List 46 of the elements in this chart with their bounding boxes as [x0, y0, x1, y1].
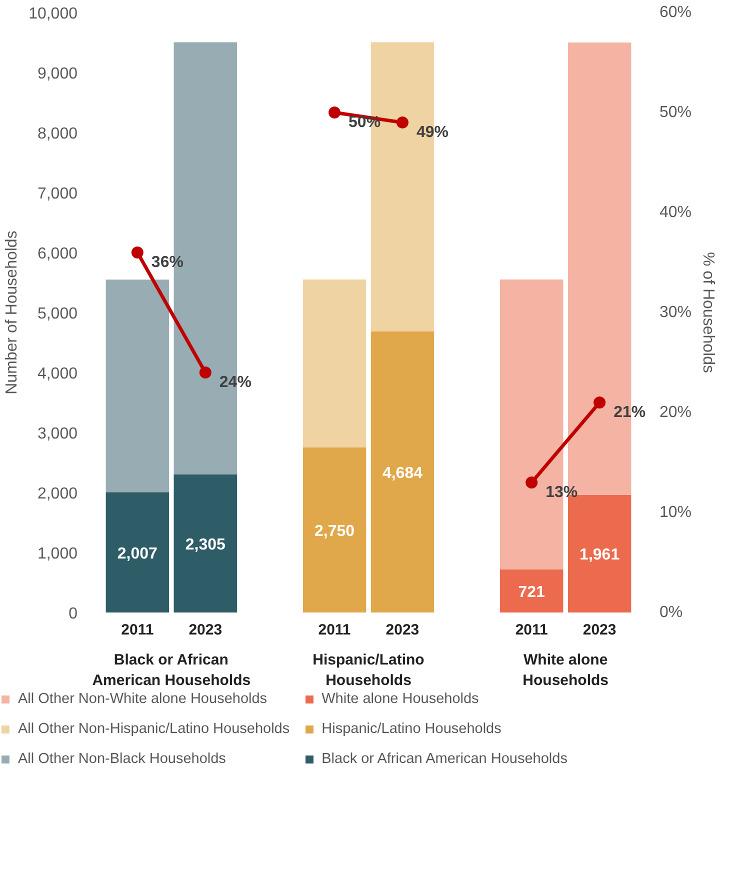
y2-tick-label: 60%	[660, 4, 692, 21]
y2-tick-label: 30%	[660, 304, 692, 321]
data-label: 21%	[614, 404, 646, 421]
legend-label: All Other Non-White alone Households	[18, 691, 268, 707]
y-tick-label: 8,000	[37, 126, 78, 142]
x-tick-label: 2023	[188, 622, 222, 638]
x-tick-label: 2011	[121, 622, 154, 638]
data-label: 721	[518, 584, 546, 601]
data-label: 2,750	[314, 523, 355, 540]
y-tick-label: 5,000	[37, 306, 78, 322]
data-label: 36%	[151, 254, 184, 271]
y-axis-title: Number of Households	[4, 230, 21, 394]
legend-label: All Other Non-Hispanic/Latino Households	[18, 721, 290, 737]
y-tick-label: 4,000	[37, 366, 78, 382]
y-tick-label: 2,000	[37, 486, 78, 502]
y-tick-label: 1,000	[37, 546, 78, 562]
y-tick-label: 6,000	[37, 246, 78, 262]
text: Black or African American Households	[92, 652, 251, 689]
y2-tick-label: 50%	[660, 104, 692, 121]
legend-label: All Other Non-Black Households	[18, 751, 226, 767]
y2-axis-title: % of Households	[700, 252, 717, 373]
x-tick-label: 2023	[582, 622, 616, 638]
y-tick-label: 0	[68, 606, 78, 622]
data-label: 13%	[546, 484, 578, 501]
text: White alone Households	[522, 652, 609, 689]
y-tick-label: 7,000	[37, 186, 78, 202]
x-tick-label: 2011	[318, 622, 351, 638]
text: Hispanic/Latino Households	[312, 652, 424, 689]
y2-tick-label: 40%	[660, 204, 692, 221]
legend-label: Black or African American Households	[322, 751, 568, 767]
data-label: 49%	[416, 124, 449, 141]
y2-tick-label: 10%	[660, 504, 692, 521]
data-label: 4,684	[382, 464, 423, 482]
y-tick-label: 10,000	[28, 6, 78, 22]
x-tick-label: 2023	[386, 622, 420, 638]
y-tick-label: 3,000	[37, 426, 78, 442]
data-label: 1,961	[580, 546, 620, 564]
data-label: 50%	[348, 114, 381, 131]
legend-label: White alone Households	[322, 691, 479, 707]
legend-label: Hispanic/Latino Households	[322, 721, 502, 737]
data-label: 2,305	[185, 536, 226, 554]
y-tick-label: 9,000	[37, 66, 78, 82]
y2-tick-label: 20%	[660, 404, 692, 421]
x-tick-label: 2011	[515, 622, 548, 638]
data-label: 2,007	[117, 545, 158, 562]
y2-tick-label: 0%	[660, 604, 683, 621]
